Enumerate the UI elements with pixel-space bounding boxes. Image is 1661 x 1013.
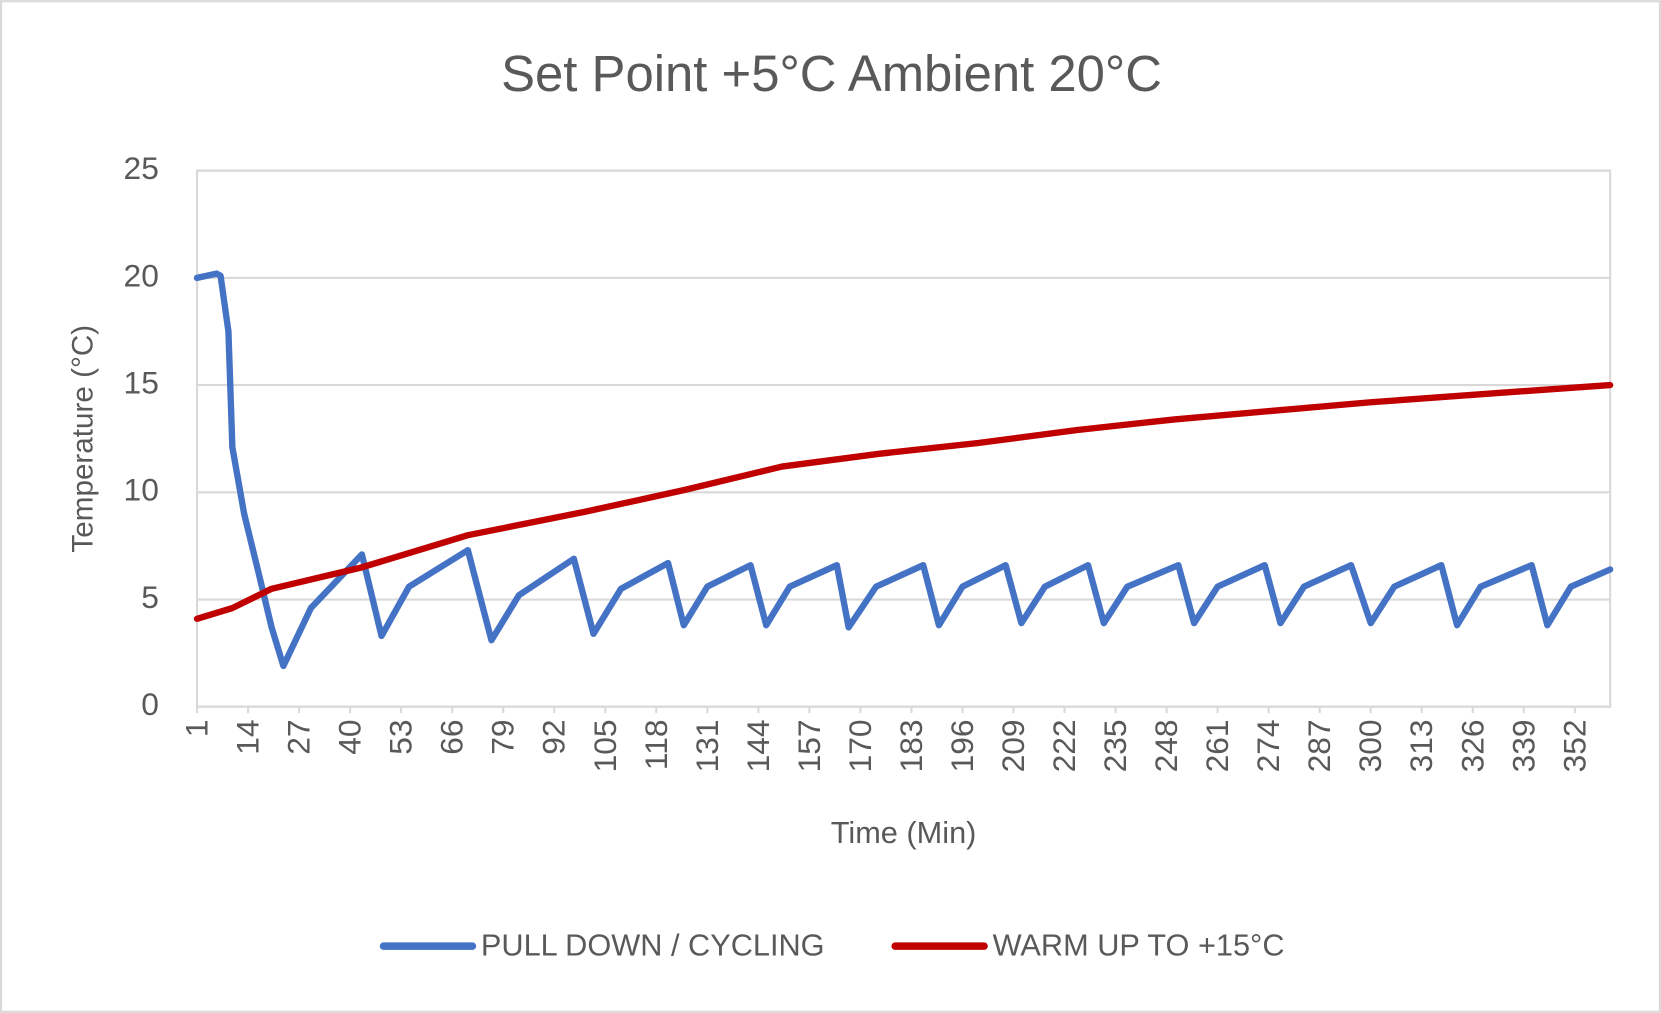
x-tick-label: 326 bbox=[1454, 719, 1490, 772]
y-tick-label: 5 bbox=[141, 579, 159, 615]
x-tick-label: 196 bbox=[944, 719, 980, 772]
chart-title: Set Point +5°C Ambient 20°C bbox=[501, 45, 1162, 102]
x-tick-label: 79 bbox=[485, 719, 521, 754]
y-axis-label: Temperature (°C) bbox=[67, 325, 100, 553]
x-tick-label: 209 bbox=[995, 719, 1031, 772]
y-tick-label: 25 bbox=[124, 150, 159, 186]
x-tick-label: 66 bbox=[434, 719, 470, 754]
x-tick-label: 92 bbox=[536, 719, 572, 754]
legend-label: WARM UP TO +15°C bbox=[993, 927, 1285, 962]
y-tick-label: 15 bbox=[124, 364, 159, 400]
x-tick-label: 222 bbox=[1046, 719, 1082, 772]
x-tick-label: 144 bbox=[740, 719, 776, 772]
x-tick-label: 157 bbox=[791, 719, 827, 772]
x-tick-label: 274 bbox=[1250, 719, 1286, 772]
x-tick-label: 27 bbox=[281, 719, 317, 754]
x-tick-label: 118 bbox=[638, 719, 674, 770]
series-line bbox=[193, 270, 1614, 670]
x-tick-label: 248 bbox=[1148, 719, 1184, 772]
x-tick-label: 131 bbox=[689, 719, 725, 772]
y-tick-label: 10 bbox=[124, 472, 159, 508]
x-tick-label: 183 bbox=[893, 719, 929, 772]
x-tick-label: 287 bbox=[1301, 719, 1337, 772]
x-tick-label: 1 bbox=[179, 719, 215, 737]
series-line bbox=[193, 381, 1614, 622]
y-tick-label: 20 bbox=[124, 257, 159, 293]
x-tick-label: 105 bbox=[587, 719, 623, 772]
x-tick-label: 235 bbox=[1097, 719, 1133, 772]
x-tick-label: 339 bbox=[1505, 719, 1541, 772]
x-tick-label: 261 bbox=[1199, 719, 1235, 772]
x-axis-label: Time (Min) bbox=[831, 815, 977, 850]
x-tick-label: 14 bbox=[230, 719, 266, 754]
x-tick-label: 170 bbox=[842, 719, 878, 772]
x-tick-label: 53 bbox=[383, 719, 419, 754]
x-tick-label: 352 bbox=[1556, 719, 1592, 772]
x-tick-label: 40 bbox=[332, 719, 368, 754]
x-tick-label: 300 bbox=[1352, 719, 1388, 772]
y-tick-label: 0 bbox=[141, 686, 159, 722]
x-tick-label: 313 bbox=[1403, 719, 1439, 772]
legend-label: PULL DOWN / CYCLING bbox=[481, 927, 825, 962]
